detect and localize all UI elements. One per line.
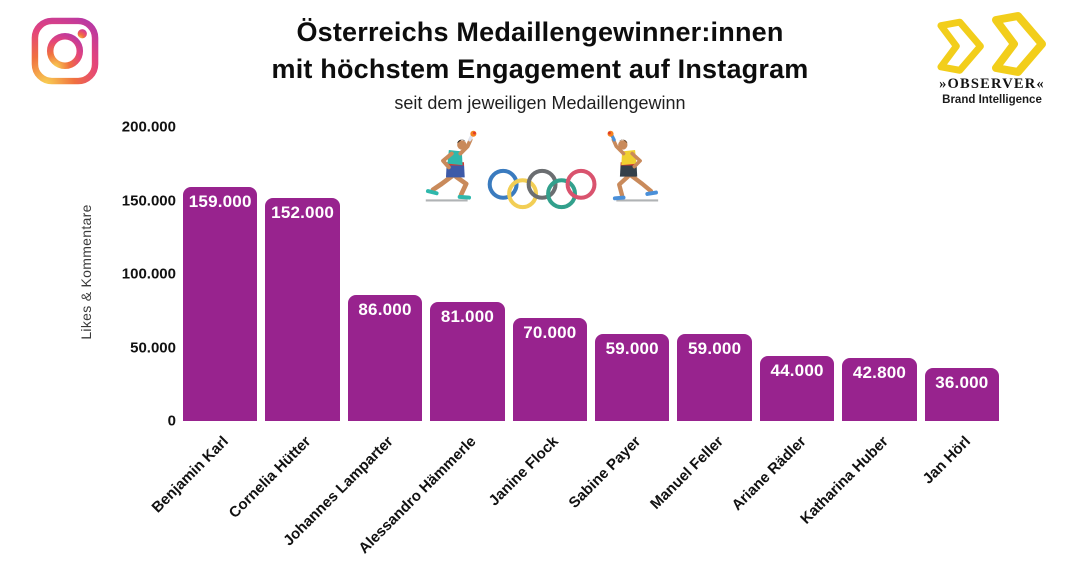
observer-logo-tagline: Brand Intelligence [942,94,1042,106]
bar-value-label: 59.000 [688,339,742,359]
bar-value-label: 86.000 [358,299,412,319]
olympic-rings-icon [487,168,597,210]
bar-value-label: 152.000 [271,202,335,222]
bar-column: 159.000 Benjamin Karl [149,127,258,516]
observer-chevrons-icon [937,12,1046,76]
bar: 59.000 [595,334,670,421]
x-axis-label: Benjamin Karl [148,433,233,517]
bar: 86.000 [347,294,423,421]
plot-area: 159.000 Benjamin Karl 152.000 Cornelia Hütt… [149,127,1000,557]
bar-column: 152.000 Cornelia Hütter [226,127,340,522]
chart-header: Österreichs Medaillengewinner:innen mit … [0,14,1080,114]
bar-value-label: 42.800 [852,363,907,383]
chart-title-line1: Österreichs Medaillengewinner:innen [296,17,784,47]
bar: 44.000 [759,356,835,421]
olympic-illustration [420,122,664,214]
bar-column: 44.000 Ariane Rädler [728,127,835,514]
x-axis-label: Manuel Feller [646,433,727,513]
bar: 70.000 [512,318,588,421]
bar-column: 86.000 Johannes Lamparter [281,127,423,549]
torch-runner-left-icon [425,130,477,202]
bar-value-label: 59.000 [605,339,659,359]
instagram-icon [31,17,99,85]
bar: 81.000 [430,301,505,421]
bar: 59.000 [677,334,752,421]
bar: 159.000 [183,187,258,421]
observer-logo-name: »OBSERVER« [939,76,1045,92]
x-axis-label: Katharina Huber [796,433,892,528]
observer-logo: »OBSERVER« Brand Intelligence [926,8,1058,106]
bar-value-label: 159.000 [188,192,252,212]
bar-column: 42.800 Katharina Huber [797,127,917,528]
bar-value-label: 44.000 [770,361,824,381]
y-tick-label: 50.000 [130,339,176,356]
y-tick-label: 100.000 [121,265,176,283]
torch-runner-right-icon [607,130,659,202]
y-axis-ticks: 0 50.000 100.000 150.000 200.000 [90,119,176,430]
y-tick-label: 0 [167,412,176,430]
bar-column: 59.000 Sabine Payer [566,127,670,512]
x-axis-label: Cornelia Hütter [225,433,315,522]
bar: 36.000 [924,368,1000,421]
chart-title-line2: mit höchstem Engagement auf Instagram [271,54,809,84]
bar: 42.800 [842,358,917,421]
y-tick-label: 200.000 [121,118,176,136]
bar-column: 59.000 Manuel Feller [647,127,752,513]
bar-column: 70.000 Janine Flock [486,127,588,509]
y-tick-label: 150.000 [121,192,176,209]
x-axis-label: Sabine Payer [565,433,645,512]
bar-value-label: 81.000 [440,306,495,326]
bar-column: 36.000 Jan Hörl [919,127,1000,487]
bar-column: 81.000 Alessandro Hämmerle [355,127,505,557]
bar-value-label: 70.000 [523,323,577,343]
x-axis-label: Ariane Rädler [728,433,810,514]
bar-value-label: 36.000 [935,373,989,393]
chart-subtitle: seit dem jeweiligen Medaillengewinn [394,93,686,113]
bar: 152.000 [265,197,340,421]
x-axis-label: Jan Hörl [919,433,974,488]
x-axis-label: Janine Flock [485,433,562,510]
